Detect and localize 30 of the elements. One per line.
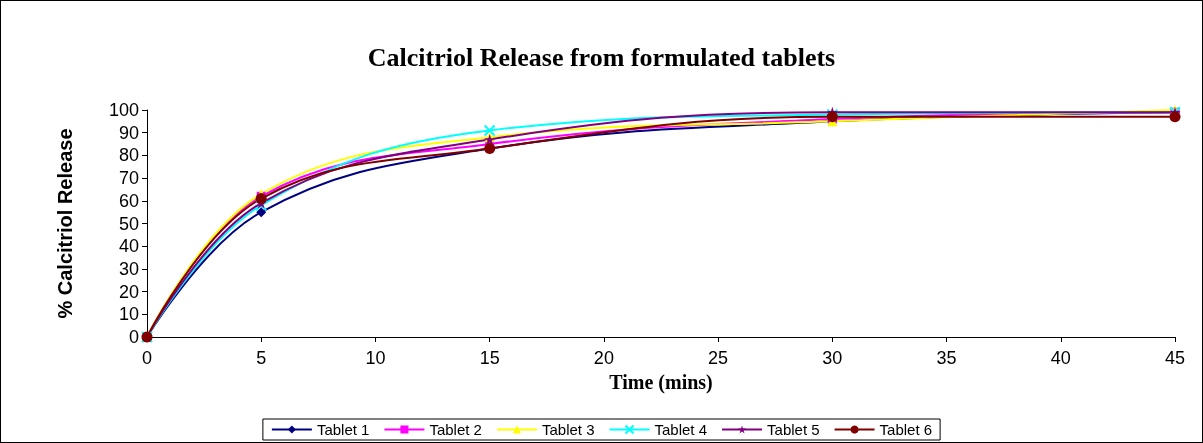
x-tick-label: 10 [365, 348, 386, 368]
y-tick-label: 70 [118, 168, 139, 189]
legend-label: Tablet 6 [879, 421, 933, 438]
y-tick-label: 90 [118, 122, 139, 143]
legend-label: Tablet 2 [429, 421, 482, 438]
chart-title: Calcitriol Release from formulated tablets [367, 42, 836, 72]
y-tick-label: 80 [118, 145, 139, 166]
y-tick-label: 20 [118, 281, 139, 302]
legend-label: Tablet 1 [316, 421, 370, 438]
y-tick-label: 0 [128, 327, 139, 347]
x-tick-label: 0 [141, 348, 153, 368]
y-tick-label: 10 [118, 304, 139, 325]
legend-label: Tablet 3 [541, 421, 595, 438]
x-tick-label: 20 [593, 348, 614, 368]
y-axis-title: % Calcitriol Release [54, 128, 76, 319]
x-tick-label: 40 [1050, 348, 1071, 368]
y-tick-label: 50 [118, 213, 139, 234]
x-tick-label: 5 [256, 348, 267, 368]
x-tick-label: 15 [479, 348, 500, 368]
x-tick-label: 35 [936, 348, 957, 368]
x-tick-label: 25 [708, 348, 729, 368]
x-tick-label: 30 [822, 348, 843, 368]
y-tick-label: 30 [118, 258, 139, 279]
x-tick-label: 45 [1164, 348, 1186, 368]
y-tick-label: 40 [118, 236, 139, 257]
x-axis-title: Time (mins) [609, 370, 713, 394]
legend-label: Tablet 4 [654, 421, 708, 438]
legend-label: Tablet 5 [767, 421, 820, 438]
y-tick-label: 100 [108, 100, 139, 120]
y-tick-label: 60 [118, 190, 139, 211]
